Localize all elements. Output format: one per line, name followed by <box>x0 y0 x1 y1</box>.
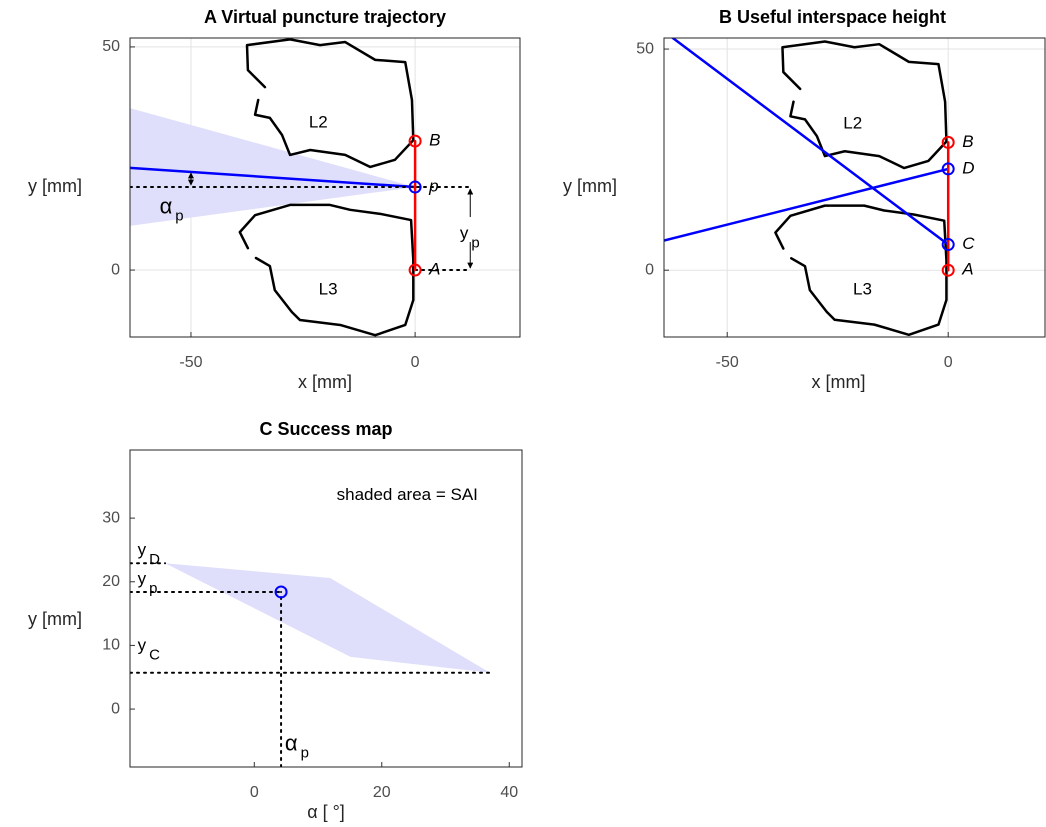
point <box>941 135 955 149</box>
x-tick-label: 40 <box>500 784 518 801</box>
x-tick-label: 0 <box>250 784 259 801</box>
shaded-area <box>130 108 416 226</box>
region-label: L2 <box>309 112 328 131</box>
plot-area <box>664 38 1045 337</box>
annotation-text: y <box>460 224 469 243</box>
shaded-area <box>165 563 491 673</box>
chart-title: A Virtual puncture trajectory <box>204 7 446 27</box>
plot-area <box>130 38 520 337</box>
series-line <box>238 203 415 337</box>
region-label: L3 <box>319 280 338 299</box>
y-tick-label: 0 <box>111 700 120 717</box>
region-label: L2 <box>843 114 862 133</box>
y-tick-label: 50 <box>102 38 120 55</box>
point-label: B <box>429 131 440 150</box>
x-tick-label: -50 <box>716 354 739 371</box>
series-line <box>781 40 948 170</box>
annotation-text: α <box>160 193 173 218</box>
annotation-subscript: p <box>175 208 183 225</box>
point-label: B <box>962 132 973 151</box>
y-tick-label: 0 <box>111 261 120 278</box>
point-label: D <box>962 158 974 177</box>
series-line <box>130 166 417 189</box>
series-line <box>774 204 948 337</box>
point-label: C <box>962 234 975 253</box>
series-line <box>664 167 950 242</box>
plot-area <box>130 562 492 767</box>
point <box>941 162 955 176</box>
y-axis-label: y [mm] <box>28 176 82 196</box>
point-label: A <box>428 260 440 279</box>
chart-title: C Success map <box>259 419 392 439</box>
annotation-subscript: p <box>149 580 157 597</box>
y-axis-label: y [mm] <box>563 176 617 196</box>
annotation-subscript: p <box>471 234 479 251</box>
annotation-subscript: D <box>149 551 160 568</box>
annotation-text: shaded area = SAI <box>337 485 478 504</box>
annotation-subscript: p <box>301 745 309 762</box>
y-tick-label: 30 <box>102 509 120 526</box>
annotation-text: y <box>138 541 147 560</box>
annotation-text: α <box>285 731 298 756</box>
axes-frame <box>663 37 1046 338</box>
point <box>408 134 422 148</box>
x-tick-label: -50 <box>179 354 202 371</box>
y-tick-label: 10 <box>102 637 120 654</box>
point <box>941 238 955 252</box>
point-label: p <box>428 177 438 196</box>
x-axis-label: x [mm] <box>298 372 352 392</box>
y-tick-label: 0 <box>645 261 654 278</box>
axes-frame <box>129 37 521 338</box>
axes-frame <box>129 449 523 768</box>
y-tick-label: 50 <box>636 40 654 57</box>
region-label: L3 <box>853 280 872 299</box>
point <box>408 263 422 277</box>
annotation: shaded area = SAI <box>337 485 478 504</box>
point <box>274 585 288 599</box>
series-line <box>670 38 950 246</box>
annotation-subscript: C <box>149 647 160 664</box>
x-tick-label: 0 <box>411 354 420 371</box>
chart-title: B Useful interspace height <box>719 7 946 27</box>
x-tick-label: 0 <box>944 354 953 371</box>
x-axis-label: x [mm] <box>812 372 866 392</box>
annotation-text: y <box>138 569 147 588</box>
series-line <box>245 38 415 169</box>
annotation-text: y <box>138 636 147 655</box>
y-axis-label: y [mm] <box>28 609 82 629</box>
x-axis-label: α [ °] <box>307 802 345 822</box>
point <box>408 180 422 194</box>
y-tick-label: 20 <box>102 573 120 590</box>
point <box>941 263 955 277</box>
x-tick-label: 20 <box>373 784 391 801</box>
point-label: A <box>961 260 973 279</box>
